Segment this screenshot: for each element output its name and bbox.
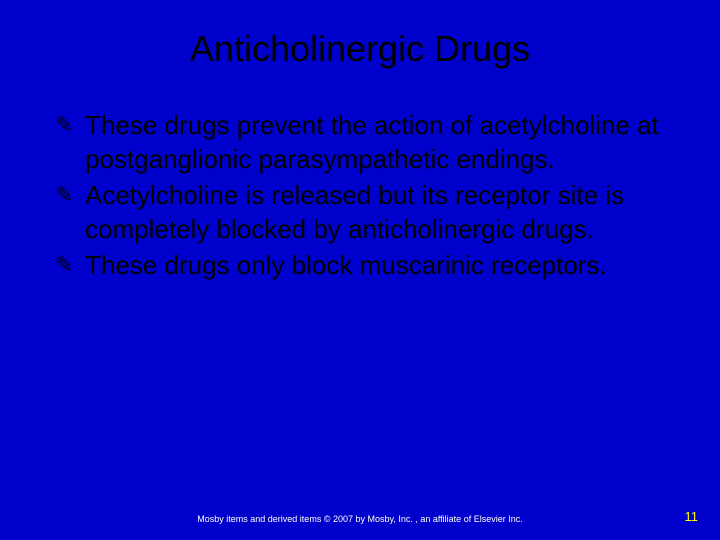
bullet-text: These drugs only block muscarinic recept… xyxy=(85,248,680,282)
slide-title: Anticholinergic Drugs xyxy=(0,0,720,90)
bullet-item: ✎ These drugs only block muscarinic rece… xyxy=(55,248,680,282)
bullet-text: Acetylcholine is released but its recept… xyxy=(85,178,680,246)
bullet-marker-icon: ✎ xyxy=(55,248,85,282)
bullet-item: ✎ These drugs prevent the action of acet… xyxy=(55,108,680,176)
page-number: 11 xyxy=(685,509,699,524)
footer-copyright: Mosby items and derived items © 2007 by … xyxy=(0,514,720,524)
bullet-marker-icon: ✎ xyxy=(55,178,85,212)
bullet-marker-icon: ✎ xyxy=(55,108,85,142)
bullet-text: These drugs prevent the action of acetyl… xyxy=(85,108,680,176)
slide-container: Anticholinergic Drugs ✎ These drugs prev… xyxy=(0,0,720,540)
bullet-item: ✎ Acetylcholine is released but its rece… xyxy=(55,178,680,246)
slide-content: ✎ These drugs prevent the action of acet… xyxy=(0,90,720,282)
